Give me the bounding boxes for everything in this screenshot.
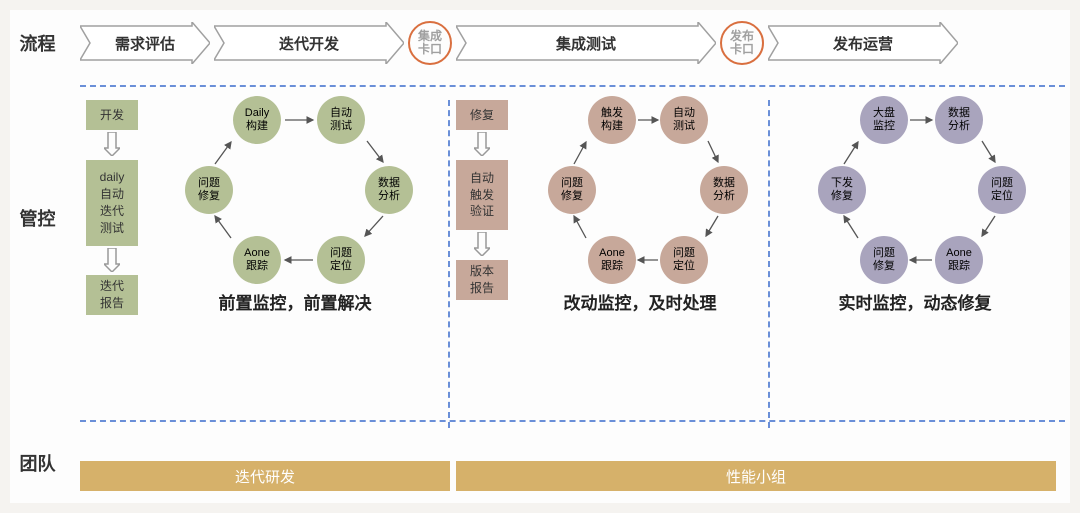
flow-step-3: 发布运营 xyxy=(768,22,958,64)
down-arrow-icon xyxy=(104,132,120,156)
team-row: 迭代研发性能小组 xyxy=(80,461,1065,491)
vert-box: 版本报告 xyxy=(456,260,508,300)
control-area: 开发daily自动迭代测试迭代报告Daily构建自动测试数据分析问题定位Aone… xyxy=(80,100,1065,428)
cycle-node: 数据分析 xyxy=(365,166,413,214)
team-box-0: 迭代研发 xyxy=(80,461,450,491)
flow-step-2: 集成测试 xyxy=(456,22,716,64)
down-arrow-icon xyxy=(474,232,490,256)
cycle-node: 数据分析 xyxy=(935,96,983,144)
cycle-node: Aone跟踪 xyxy=(588,236,636,284)
cycle-node: Aone跟踪 xyxy=(233,236,281,284)
down-arrow-icon xyxy=(104,248,120,272)
cycle-node: 触发构建 xyxy=(588,96,636,144)
label-control: 管控 xyxy=(10,205,65,231)
sector-1: 修复自动触发验证版本报告触发构建自动测试数据分析问题定位Aone跟踪问题修复改动… xyxy=(450,100,770,428)
flow-gate-0: 集成卡口 xyxy=(408,21,452,65)
separator-1 xyxy=(80,85,1065,87)
flow-row: 需求评估 迭代开发集成卡口 集成测试发布卡口 发布运营 xyxy=(80,20,1065,66)
team-box-1: 性能小组 xyxy=(456,461,1056,491)
cycle-node: 大盘监控 xyxy=(860,96,908,144)
flow-gate-1: 发布卡口 xyxy=(720,21,764,65)
cycle-node: 问题修复 xyxy=(185,166,233,214)
cycle-0: Daily构建自动测试数据分析问题定位 Aone跟踪问题修复前置监控，前置解决 xyxy=(155,96,435,314)
cycle-node: 问题修复 xyxy=(548,166,596,214)
vert-box: 迭代报告 xyxy=(86,275,138,315)
cycle-caption: 前置监控，前置解决 xyxy=(155,289,435,314)
cycle-node: 下发修复 xyxy=(818,166,866,214)
cycle-caption: 改动监控，及时处理 xyxy=(520,289,760,314)
sector-2: 大盘监控数据分析问题定位Aone跟踪问题修复下发修复实时监控，动态修复 xyxy=(770,100,1050,428)
sector-0: 开发daily自动迭代测试迭代报告Daily构建自动测试数据分析问题定位Aone… xyxy=(80,100,450,428)
label-flow: 流程 xyxy=(10,30,65,56)
vert-box: 开发 xyxy=(86,100,138,130)
cycle-node: Daily构建 xyxy=(233,96,281,144)
cycle-node: 问题定位 xyxy=(978,166,1026,214)
flow-step-1: 迭代开发 xyxy=(214,22,404,64)
cycle-node: 自动测试 xyxy=(660,96,708,144)
cycle-2: 大盘监控数据分析问题定位 Aone跟踪问题修复 下发修复实时监控，动态修复 xyxy=(790,96,1040,314)
cycle-node: 问题定位 xyxy=(317,236,365,284)
vert-box: 修复 xyxy=(456,100,508,130)
cycle-node: 问题定位 xyxy=(660,236,708,284)
cycle-node: Aone跟踪 xyxy=(935,236,983,284)
down-arrow-icon xyxy=(474,132,490,156)
vert-box: daily自动迭代测试 xyxy=(86,160,138,246)
vert-box: 自动触发验证 xyxy=(456,160,508,230)
label-team: 团队 xyxy=(10,450,65,476)
flow-step-0: 需求评估 xyxy=(80,22,210,64)
cycle-caption: 实时监控，动态修复 xyxy=(790,289,1040,314)
cycle-node: 数据分析 xyxy=(700,166,748,214)
cycle-node: 问题修复 xyxy=(860,236,908,284)
cycle-node: 自动测试 xyxy=(317,96,365,144)
cycle-1: 触发构建自动测试数据分析问题定位 Aone跟踪 问题修复改动监控，及时处理 xyxy=(520,96,760,314)
